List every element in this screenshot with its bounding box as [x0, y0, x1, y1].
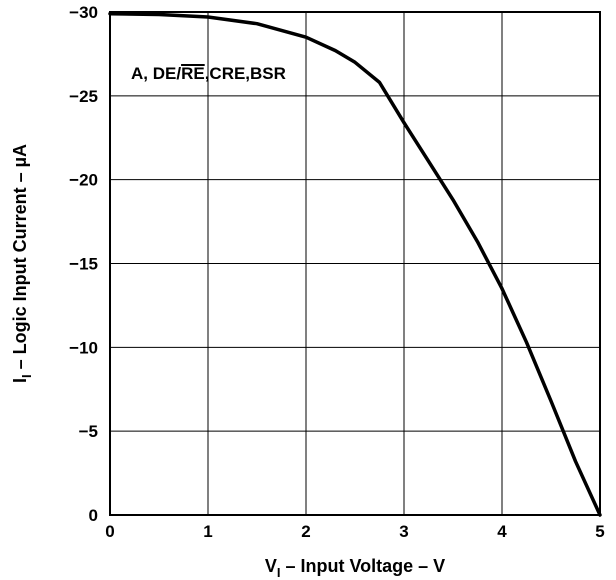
y-tick-label: 0 — [89, 506, 98, 525]
y-axis-title-rest: – Logic Input Current – µA — [10, 144, 30, 374]
x-tick-label: 5 — [595, 522, 604, 541]
y-tick-label: −15 — [69, 255, 98, 274]
y-tick-label: −20 — [69, 171, 98, 190]
x-tick-label: 2 — [301, 522, 310, 541]
plot-area-frame — [109, 11, 601, 516]
annotation-overline-text: RE — [181, 64, 205, 83]
x-tick-label: 4 — [497, 522, 507, 541]
series-line — [108, 11, 602, 517]
y-tick-labels: 0 −5 −10 −15 −20 −25 −30 — [69, 3, 98, 525]
x-axis-title-subscript: I — [277, 565, 281, 580]
y-axis-title-subscript: I — [19, 374, 34, 378]
grid — [110, 12, 600, 515]
y-axis-title: II – Logic Input Current – µA — [10, 144, 34, 383]
x-axis-title-rest: – Input Voltage – V — [280, 556, 445, 576]
annotation-prefix: A, DE/ — [131, 64, 181, 83]
annotation-suffix: ,CRE,BSR — [205, 64, 286, 83]
series-annotation: A, DE/RE,CRE,BSR — [131, 64, 286, 83]
y-tick-label: −5 — [79, 422, 98, 441]
y-tick-label: −25 — [69, 87, 98, 106]
x-axis-title: VI – Input Voltage – V — [265, 556, 445, 580]
x-tick-labels: 0 1 2 3 4 5 — [105, 522, 604, 541]
x-axis-title-main: V — [265, 556, 277, 576]
x-tick-label: 0 — [105, 522, 114, 541]
x-tick-label: 1 — [203, 522, 212, 541]
x-tick-label: 3 — [399, 522, 408, 541]
y-tick-label: −10 — [69, 338, 98, 357]
y-tick-label: −30 — [69, 3, 98, 22]
y-axis-title-main: I — [10, 378, 30, 383]
